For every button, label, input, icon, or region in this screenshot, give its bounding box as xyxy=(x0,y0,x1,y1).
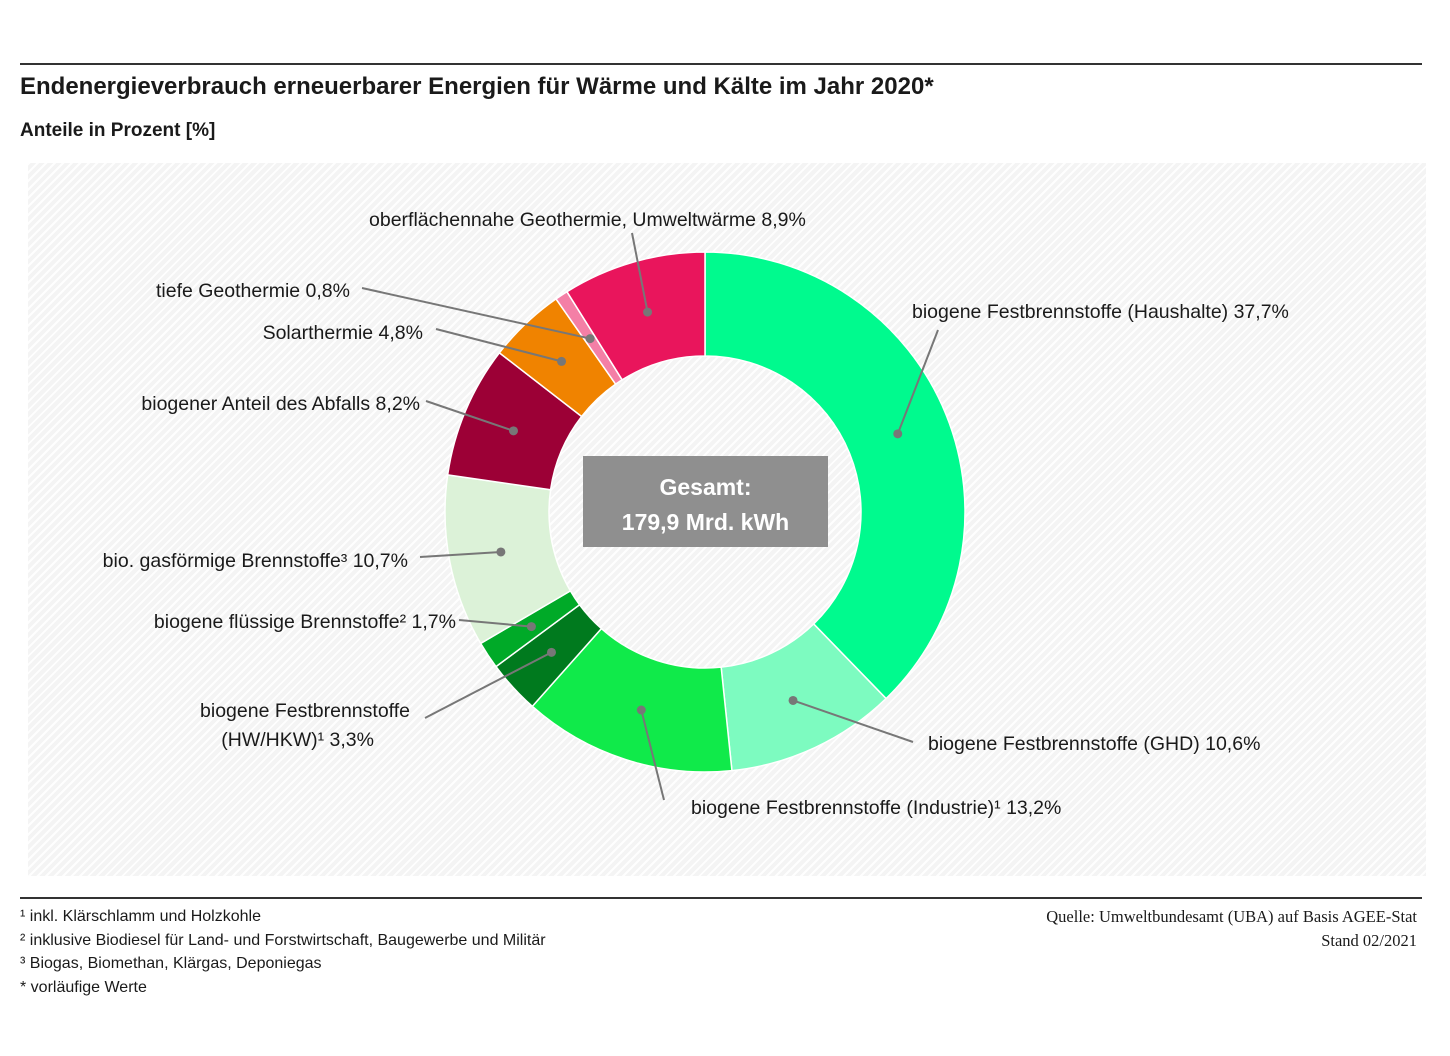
leader-line-2 xyxy=(640,709,665,801)
leader-line-0 xyxy=(896,329,939,435)
leader-line-6 xyxy=(425,400,514,432)
label-industrie: biogene Festbrennstoffe (Industrie)¹ 13,… xyxy=(691,797,1061,819)
leader-line-1 xyxy=(792,699,914,743)
top-rule xyxy=(20,63,1422,65)
leader-dot-0 xyxy=(893,429,903,439)
leader-dot-6 xyxy=(508,426,518,436)
source-line: Quelle: Umweltbundesamt (UBA) auf Basis … xyxy=(1046,907,1417,926)
label-haushalte: biogene Festbrennstoffe (Haushalte) 37,7… xyxy=(912,301,1289,323)
source-date: Stand 02/2021 xyxy=(1321,930,1417,950)
donut-chart: Gesamt: 179,9 Mrd. kWh oberflächennahe G… xyxy=(103,209,1289,819)
leader-line-7 xyxy=(435,328,562,363)
footnote-1: ¹ inkl. Klärschlamm und Holzkohle xyxy=(20,908,261,925)
leader-line-4 xyxy=(458,619,532,628)
label-abfall: biogener Anteil des Abfalls 8,2% xyxy=(141,393,420,415)
label-hw-hkw-line1: biogene Festbrennstoffe xyxy=(200,700,410,722)
label-gasfoermig: bio. gasförmige Brennstoffe³ 10,7% xyxy=(103,550,408,572)
label-solarthermie: Solarthermie 4,8% xyxy=(263,322,423,344)
footnote-preliminary: * vorläufige Werte xyxy=(20,978,147,996)
leader-dot-7 xyxy=(557,356,567,366)
leader-line-3 xyxy=(424,651,552,719)
bottom-rule xyxy=(20,897,1422,899)
donut-slices xyxy=(444,251,966,773)
source-note: Quelle: Umweltbundesamt (UBA) auf Basis … xyxy=(1046,905,1417,952)
leader-dot-2 xyxy=(636,705,646,715)
leader-dot-4 xyxy=(526,622,536,632)
leader-line-9 xyxy=(631,232,649,313)
leader-dot-9 xyxy=(643,307,653,317)
center-label-line2: 179,9 Mrd. kWh xyxy=(622,509,789,535)
slice-9 xyxy=(565,251,706,381)
leader-dot-3 xyxy=(546,647,556,657)
leader-dot-1 xyxy=(788,695,798,705)
leader-dot-5 xyxy=(496,547,506,557)
footnote-3: ³ Biogas, Biomethan, Klärgas, Deponiegas xyxy=(20,955,322,972)
label-fluessig: biogene flüssige Brennstoffe² 1,7% xyxy=(154,611,456,633)
label-hw-hkw-line2: (HW/HKW)¹ 3,3% xyxy=(221,729,374,751)
label-tiefe-geothermie: tiefe Geothermie 0,8% xyxy=(156,280,350,302)
chart-title: Endenergieverbrauch erneuerbarer Energie… xyxy=(20,73,934,100)
center-box xyxy=(583,456,828,547)
leader-dot-8 xyxy=(585,334,595,344)
label-oberflaechennahe-geothermie: oberflächennahe Geothermie, Umweltwärme … xyxy=(369,209,806,231)
footnote-2: ² inklusive Biodiesel für Land- und Fors… xyxy=(20,931,546,949)
label-ghd: biogene Festbrennstoffe (GHD) 10,6% xyxy=(928,733,1260,755)
chart-subtitle: Anteile in Prozent [%] xyxy=(20,120,216,141)
center-label-line1: Gesamt: xyxy=(659,474,751,500)
leader-lines xyxy=(361,232,939,801)
slice-0 xyxy=(704,251,966,700)
footnotes: ¹ inkl. Klärschlamm und Holzkohle ² inkl… xyxy=(20,905,546,999)
leader-line-8 xyxy=(361,287,591,340)
leader-line-5 xyxy=(419,550,501,558)
